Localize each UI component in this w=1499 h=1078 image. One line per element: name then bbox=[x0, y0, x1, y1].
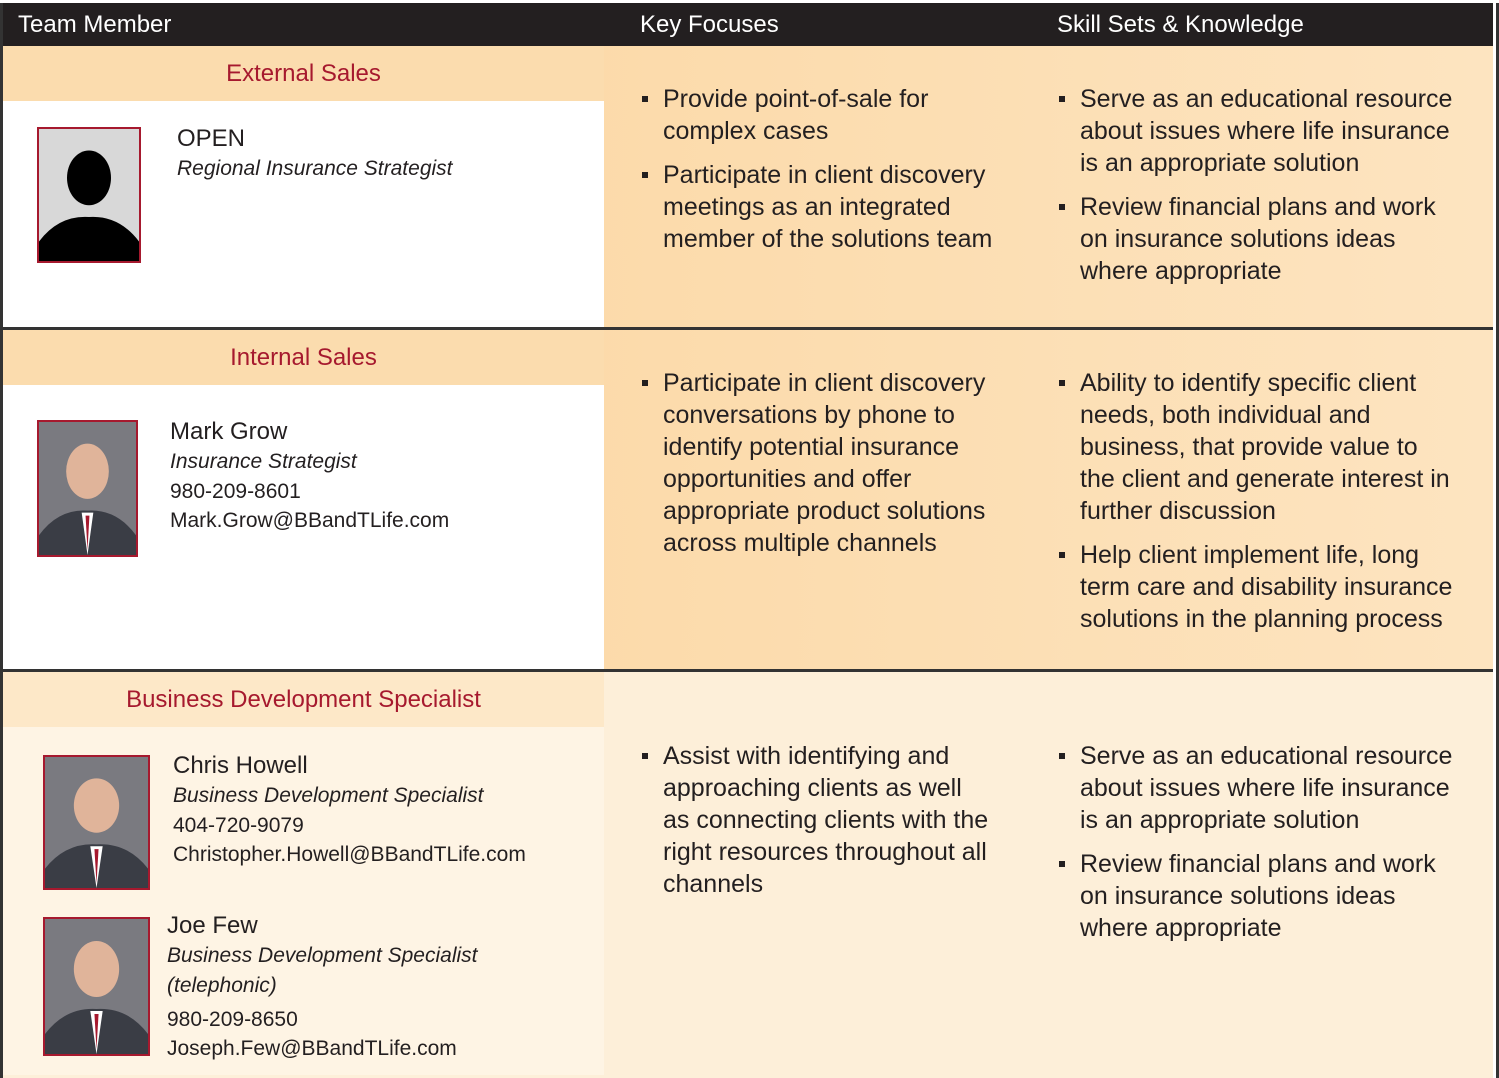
skill-item: Help client implement life, long term ca… bbox=[1057, 539, 1457, 635]
role-strip bbox=[3, 330, 604, 385]
member-phone: 404-720-9079 bbox=[173, 814, 304, 837]
member-phone: 980-209-8601 bbox=[170, 480, 301, 503]
key-focus-list: Provide point-of-sale for complex cases P… bbox=[640, 83, 995, 267]
key-focus-item: Provide point-of-sale for complex cases bbox=[640, 83, 995, 147]
member-title: Business Development Specialist bbox=[173, 784, 484, 807]
member-name: Joe Few bbox=[167, 912, 258, 939]
member-email: Christopher.Howell@BBandTLife.com bbox=[173, 843, 526, 866]
member-name: Mark Grow bbox=[170, 418, 288, 445]
table-row: External Sales OPEN Regional Insurance St… bbox=[3, 46, 1493, 330]
role-strip bbox=[3, 672, 604, 727]
photo-art bbox=[45, 757, 148, 888]
member-info: OPEN Regional Insurance Strategist bbox=[177, 124, 517, 184]
role-title: External Sales bbox=[226, 60, 381, 87]
table-row: Internal Sales Mark Grow Insurance Strate… bbox=[3, 330, 1493, 672]
member-name: Chris Howell bbox=[173, 752, 308, 779]
photo-art bbox=[45, 919, 148, 1054]
member-info: Mark Grow Insurance Strategist 980-209-860… bbox=[170, 417, 510, 535]
skill-item: Ability to identify specific client need… bbox=[1057, 367, 1457, 527]
member-name: OPEN bbox=[177, 125, 246, 152]
photo-art bbox=[39, 422, 136, 555]
skill-list: Serve as an educational resource about i… bbox=[1057, 83, 1457, 299]
role-strip bbox=[3, 46, 604, 101]
member-info: Chris Howell Business Development Special… bbox=[173, 751, 526, 869]
photo-art bbox=[39, 129, 139, 261]
skill-list: Ability to identify specific client need… bbox=[1057, 367, 1457, 647]
skill-list: Serve as an educational resource about i… bbox=[1057, 740, 1457, 956]
table-row: Business Development Specialist Chris Ho… bbox=[3, 672, 1493, 1078]
key-focus-item: Assist with identifying and approaching … bbox=[640, 740, 995, 900]
member-title: Regional Insurance Strategist bbox=[177, 157, 453, 180]
member-info: Joe Few Business Development Specialist (… bbox=[167, 911, 507, 1063]
header-cell: Key Focuses bbox=[640, 11, 779, 38]
member-photo bbox=[37, 127, 141, 263]
header: Team Member Key Focuses Skill Sets & Kno… bbox=[3, 3, 1493, 46]
member-photo bbox=[43, 755, 150, 890]
skill-item: Serve as an educational resource about i… bbox=[1057, 740, 1457, 836]
skill-item: Serve as an educational resource about i… bbox=[1057, 83, 1457, 179]
role-title: Business Development Specialist bbox=[126, 686, 481, 713]
member-photo bbox=[43, 917, 150, 1056]
member-email: Mark.Grow@BBandTLife.com bbox=[170, 509, 450, 532]
role-title: Internal Sales bbox=[230, 344, 377, 371]
skill-item: Review financial plans and work on insur… bbox=[1057, 848, 1457, 944]
header-cell: Skill Sets & Knowledge bbox=[1057, 11, 1304, 38]
member-phone: 980-209-8650 bbox=[167, 1008, 298, 1031]
key-focus-item: Participate in client discovery meetings… bbox=[640, 159, 995, 255]
header-cell: Team Member bbox=[18, 11, 172, 38]
member-title: Insurance Strategist bbox=[170, 450, 357, 473]
skill-item: Review financial plans and work on insur… bbox=[1057, 191, 1457, 287]
key-focus-list: Assist with identifying and approaching … bbox=[640, 740, 995, 912]
key-focus-item: Participate in client discovery conversa… bbox=[640, 367, 995, 559]
member-photo bbox=[37, 420, 138, 557]
key-focus-list: Participate in client discovery conversa… bbox=[640, 367, 995, 571]
member-email: Joseph.Few@BBandTLife.com bbox=[167, 1037, 457, 1060]
member-title: Business Development Specialist (telepho… bbox=[167, 944, 478, 997]
